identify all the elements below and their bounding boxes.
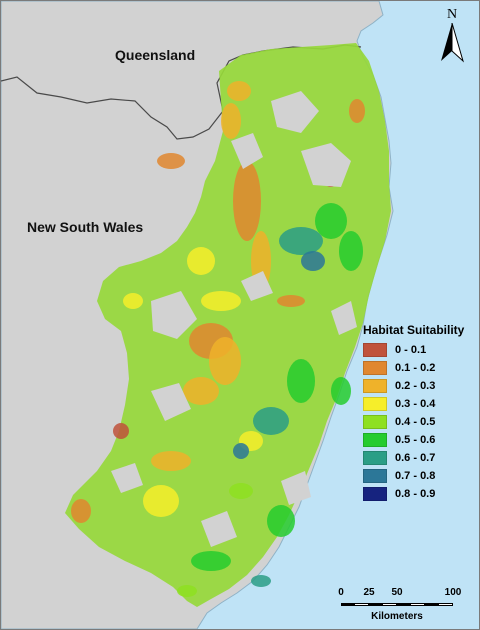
legend-swatch: [363, 361, 387, 375]
legend-label: 0.5 - 0.6: [395, 434, 436, 446]
scale-unit: Kilometers: [371, 611, 423, 622]
habitat-patch: [183, 377, 219, 405]
legend-title: Habitat Suitability: [363, 323, 465, 337]
habitat-patch: [201, 291, 241, 311]
habitat-patch: [267, 505, 295, 537]
scale-tick-0: 0: [338, 587, 344, 598]
habitat-patch: [301, 251, 325, 271]
scale-tick-100: 100: [444, 587, 462, 598]
legend-item: 0.2 - 0.3: [363, 377, 464, 395]
habitat-patch: [331, 377, 351, 405]
habitat-patch: [229, 483, 253, 499]
habitat-patch: [113, 423, 129, 439]
legend-label: 0.4 - 0.5: [395, 416, 436, 428]
north-label: N: [446, 7, 458, 22]
no-data-gaps: [111, 91, 357, 547]
legend-item: 0 - 0.1: [363, 341, 464, 359]
legend-swatch: [363, 397, 387, 411]
scale-tick-25: 25: [363, 587, 375, 598]
habitat-patch: [339, 231, 363, 271]
legend-swatch: [363, 451, 387, 465]
habitat-patch: [157, 153, 185, 169]
legend-label: 0.6 - 0.7: [395, 452, 436, 464]
legend-label: 0.1 - 0.2: [395, 362, 436, 374]
habitat-patch: [123, 293, 143, 309]
legend-swatch: [363, 487, 387, 501]
legend-items: 0 - 0.1 0.1 - 0.2 0.2 - 0.3 0.3 - 0.4 0.4 - …: [363, 341, 464, 503]
habitat-patch: [233, 443, 249, 459]
legend-swatch: [363, 469, 387, 483]
north-arrow: N: [439, 7, 465, 67]
habitat-patch: [221, 103, 241, 139]
habitat-patch: [251, 575, 271, 587]
legend-label: 0.2 - 0.3: [395, 380, 436, 392]
scale-tick-50: 50: [391, 587, 403, 598]
scale-bar: 0 25 50 100 Kilometers: [331, 587, 463, 625]
habitat-patches: [71, 81, 365, 597]
legend-item: 0.4 - 0.5: [363, 413, 464, 431]
region-label-new-south-wales: New South Wales: [27, 219, 144, 235]
habitat-patch: [151, 451, 191, 471]
habitat-patch: [187, 247, 215, 275]
habitat-patch: [227, 81, 251, 101]
habitat-patch: [143, 485, 179, 517]
region-label-queensland: Queensland: [115, 47, 196, 63]
habitat-patch: [233, 161, 261, 241]
legend-label: 0.7 - 0.8: [395, 470, 436, 482]
legend-swatch: [363, 433, 387, 447]
legend-item: 0.1 - 0.2: [363, 359, 464, 377]
north-arrow-icon: [441, 22, 464, 63]
habitat-patch: [177, 585, 197, 597]
habitat-patch: [315, 203, 347, 239]
scale-bar-graphic: [341, 603, 453, 606]
legend-label: 0 - 0.1: [395, 344, 427, 356]
legend-swatch: [363, 343, 387, 357]
habitat-patch: [277, 295, 305, 307]
habitat-patch: [253, 407, 289, 435]
legend-item: 0.3 - 0.4: [363, 395, 464, 413]
legend-item: 0.6 - 0.7: [363, 449, 464, 467]
legend-label: 0.8 - 0.9: [395, 488, 436, 500]
habitat-patch: [71, 499, 91, 523]
legend-swatch: [363, 379, 387, 393]
habitat-patch: [279, 227, 323, 255]
legend: Habitat Suitability 0 - 0.1 0.1 - 0.2 0.2 …: [363, 323, 464, 503]
habitat-patch: [209, 337, 241, 385]
legend-item: 0.5 - 0.6: [363, 431, 464, 449]
legend-item: 0.7 - 0.8: [363, 467, 464, 485]
legend-swatch: [363, 415, 387, 429]
habitat-patch: [349, 99, 365, 123]
habitat-patch: [191, 551, 231, 571]
habitat-raster-base: [65, 43, 391, 607]
legend-item: 0.8 - 0.9: [363, 485, 464, 503]
legend-label: 0.3 - 0.4: [395, 398, 436, 410]
habitat-patch: [287, 359, 315, 403]
